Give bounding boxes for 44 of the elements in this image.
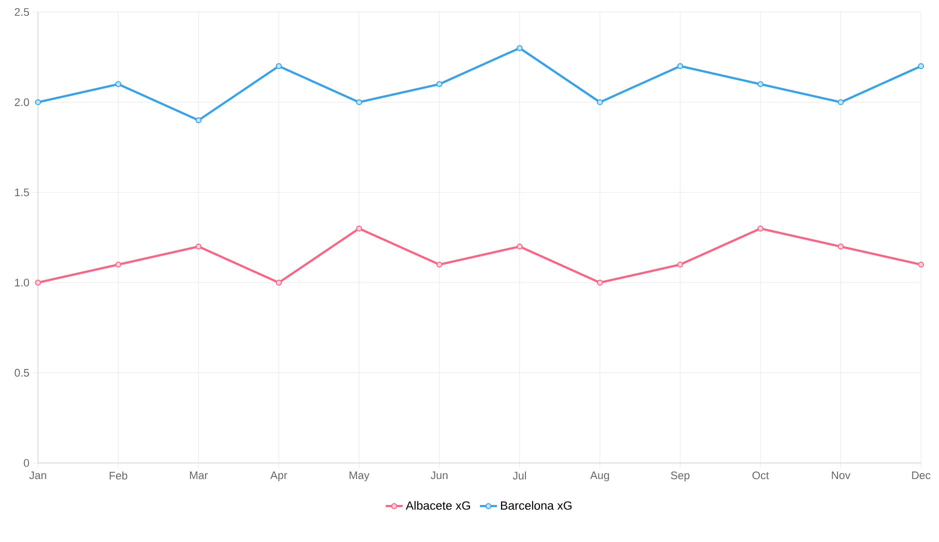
point [838, 99, 844, 106]
x-tick-label: Jun [430, 472, 448, 480]
point [516, 244, 523, 250]
point [356, 99, 362, 106]
x-tick-label: Sep [670, 472, 690, 482]
x-tick-label: Oct [752, 472, 769, 480]
y-tick-label: 2.5 [14, 8, 30, 16]
point [436, 81, 442, 88]
x-tick-label: May [350, 472, 370, 482]
x-tick-label: Nov [832, 472, 850, 480]
point [115, 262, 122, 268]
point [436, 262, 442, 268]
point [677, 262, 684, 268]
point [516, 45, 523, 52]
point [677, 63, 684, 70]
point [35, 99, 41, 106]
point [596, 99, 603, 106]
point [757, 225, 764, 232]
point [196, 117, 202, 124]
point [196, 244, 202, 250]
point [918, 63, 924, 70]
x-tick-label: Mar [190, 472, 208, 480]
y-tick-label: 1.0 [15, 278, 30, 286]
legend-label: Barcelona xG [501, 501, 572, 510]
point [115, 81, 122, 88]
legend-label: Albacete xG [406, 501, 470, 510]
x-tick-label: Dec [912, 472, 930, 480]
point [838, 244, 844, 250]
point [356, 225, 362, 232]
x-tick-label: Jan [29, 472, 46, 480]
x-tick-label: Apr [270, 472, 288, 482]
point [276, 63, 282, 70]
point [35, 280, 41, 286]
x-tick-label: Aug [590, 472, 609, 482]
x-tick-label: Feb [110, 472, 128, 480]
point [918, 262, 924, 268]
x-tick-label: Jul [512, 472, 526, 480]
y-tick-label: 0 [24, 459, 30, 467]
y-tick-label: 1.5 [15, 188, 30, 196]
point [596, 280, 603, 286]
point [757, 81, 764, 88]
y-tick-label: 0.5 [14, 368, 30, 377]
y-tick-label: 2.0 [14, 98, 30, 106]
point [276, 280, 282, 286]
